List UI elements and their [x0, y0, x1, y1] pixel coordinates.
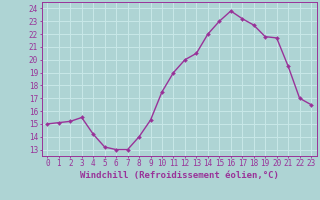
- X-axis label: Windchill (Refroidissement éolien,°C): Windchill (Refroidissement éolien,°C): [80, 171, 279, 180]
